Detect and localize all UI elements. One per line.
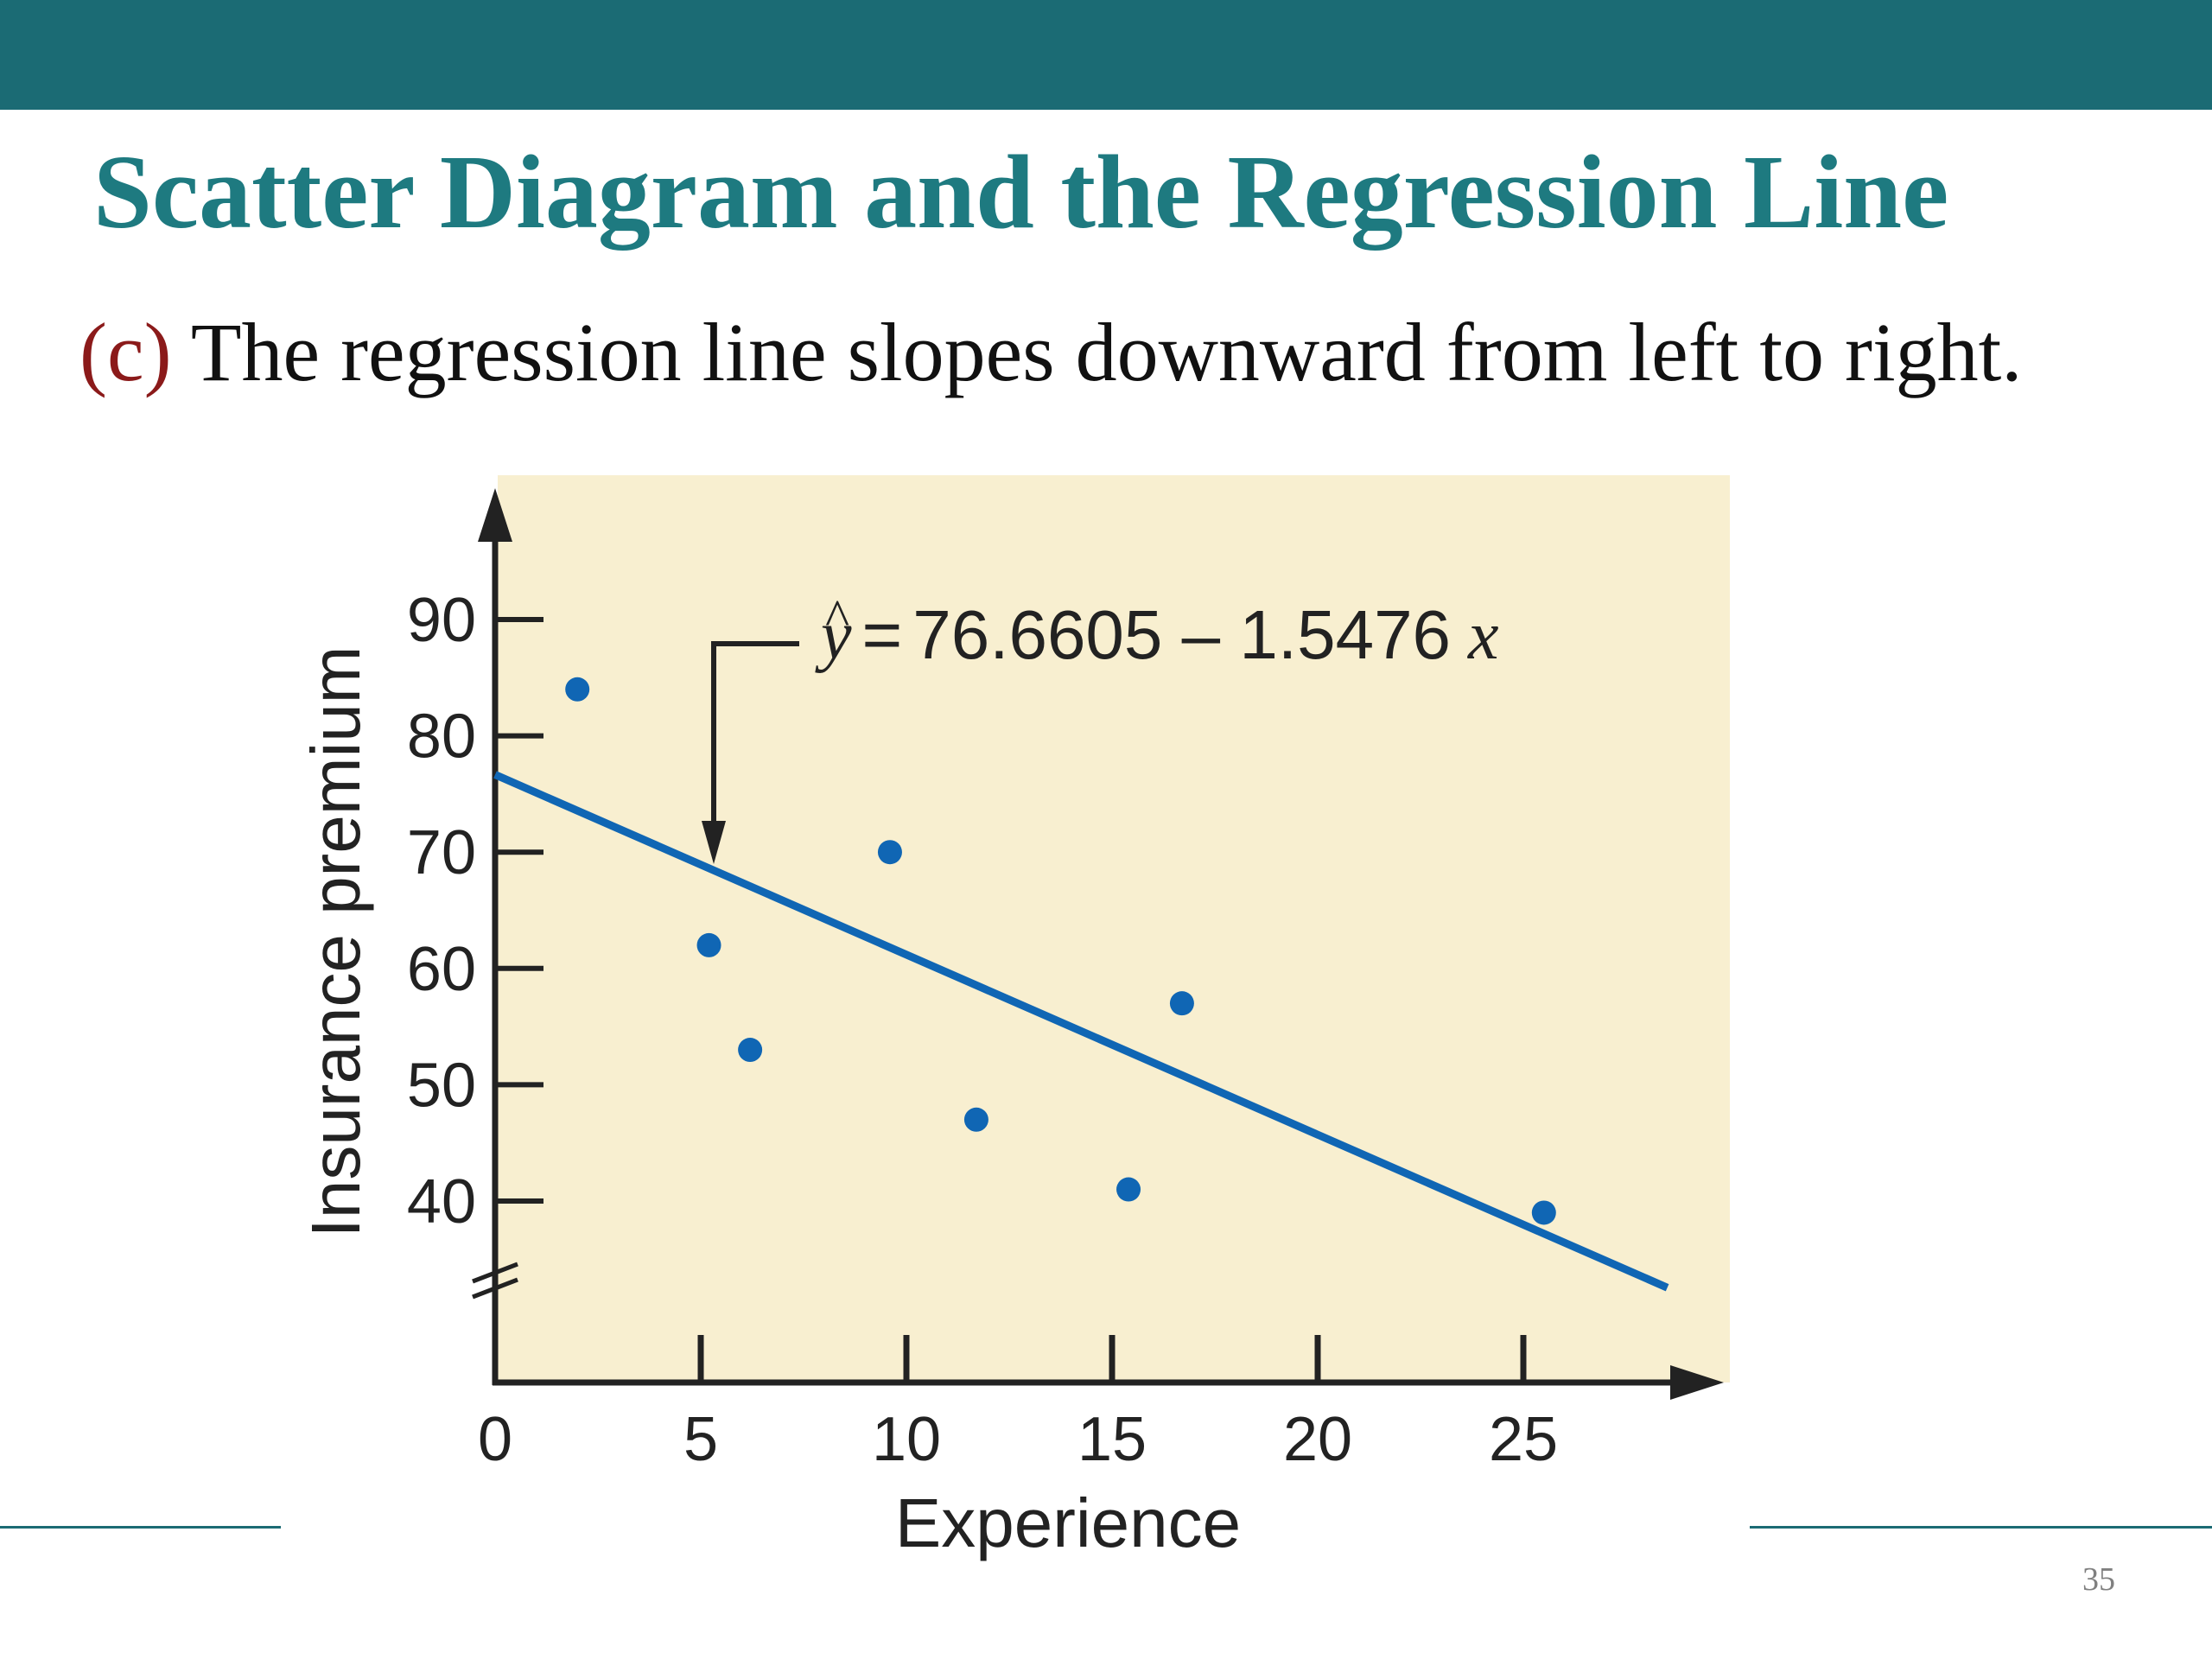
slide-title: Scatter Diagram and the Regression Line	[93, 134, 1949, 251]
data-point	[696, 932, 721, 957]
equation-variable: x	[1467, 598, 1499, 674]
header-bar	[0, 0, 2212, 110]
plot-background	[498, 475, 1730, 1382]
data-point	[1116, 1177, 1141, 1202]
footer-rule-right	[1750, 1526, 2212, 1529]
subtitle-marker: (c)	[79, 306, 172, 398]
data-point	[963, 1107, 988, 1132]
axis-break-mark	[472, 1277, 518, 1300]
x-axis-label: Experience	[895, 1484, 1241, 1561]
x-tick-label: 10	[872, 1405, 941, 1474]
y-axis-arrowhead	[478, 488, 512, 542]
subtitle-text: The regression line slopes downward from…	[171, 306, 2023, 398]
page-number: 35	[2082, 1561, 2115, 1598]
y-tick-label: 60	[407, 935, 476, 1004]
data-point	[565, 677, 590, 702]
equation-equals: =	[862, 596, 903, 673]
annotation-arrow	[702, 641, 799, 864]
y-tick-label: 80	[407, 702, 476, 772]
x-tick-label: 25	[1489, 1405, 1558, 1474]
x-tick-label: 0	[478, 1405, 512, 1474]
x-axis-arrowhead	[1670, 1365, 1724, 1400]
footer-rule-left	[0, 1526, 281, 1529]
y-tick-label: 40	[407, 1167, 476, 1236]
equation-lhs: y	[815, 598, 852, 674]
y-tick-label: 50	[407, 1051, 476, 1120]
y-tick-label: 90	[407, 586, 476, 655]
equation-expression: 76.6605 – 1.5476	[912, 596, 1451, 673]
axis-break-mark	[472, 1262, 518, 1284]
data-point	[738, 1038, 763, 1063]
slide-subtitle: (c) The regression line slopes downward …	[79, 302, 2022, 402]
regression-line	[493, 771, 1669, 1292]
y-tick-label: 70	[407, 818, 476, 887]
x-tick-label: 5	[683, 1405, 718, 1474]
y-axis-label: Insurance premium	[297, 646, 374, 1238]
data-point	[877, 840, 902, 865]
equation-hat: ^	[825, 589, 849, 646]
data-point	[1169, 991, 1194, 1016]
x-tick-label: 15	[1077, 1405, 1147, 1474]
equation-annotation: y = 76.6605 – 1.5476 x	[815, 596, 1499, 674]
data-point	[1531, 1200, 1556, 1225]
x-tick-label: 20	[1283, 1405, 1352, 1474]
